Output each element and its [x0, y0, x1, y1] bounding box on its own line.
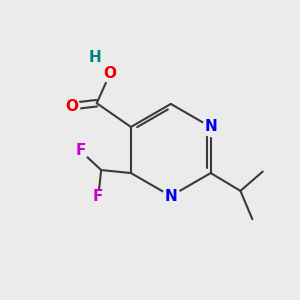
- Text: N: N: [204, 119, 217, 134]
- Text: N: N: [164, 189, 177, 204]
- Text: F: F: [93, 189, 104, 204]
- Text: H: H: [89, 50, 102, 64]
- Text: F: F: [75, 143, 85, 158]
- Text: O: O: [65, 99, 78, 114]
- Text: O: O: [103, 66, 117, 81]
